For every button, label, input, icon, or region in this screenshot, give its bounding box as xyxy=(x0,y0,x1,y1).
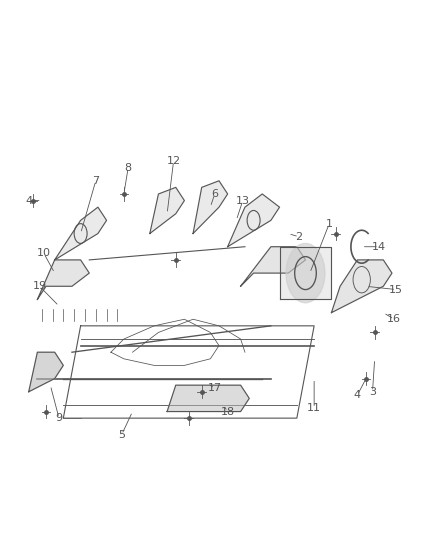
Polygon shape xyxy=(332,260,392,313)
Text: 18: 18 xyxy=(221,407,235,417)
Polygon shape xyxy=(279,247,332,300)
Circle shape xyxy=(286,244,325,303)
Text: 6: 6 xyxy=(211,189,218,199)
Text: 1: 1 xyxy=(326,219,333,229)
Polygon shape xyxy=(240,247,305,286)
Text: 10: 10 xyxy=(37,248,51,259)
Text: 9: 9 xyxy=(56,413,63,423)
Text: 12: 12 xyxy=(166,156,180,166)
Polygon shape xyxy=(29,352,64,392)
Polygon shape xyxy=(228,194,279,247)
Text: 19: 19 xyxy=(32,281,46,291)
Text: 5: 5 xyxy=(118,430,125,440)
Polygon shape xyxy=(55,207,106,260)
Text: 11: 11 xyxy=(307,403,321,413)
Text: 3: 3 xyxy=(369,387,376,397)
Polygon shape xyxy=(193,181,228,233)
Polygon shape xyxy=(167,385,249,411)
Text: 16: 16 xyxy=(387,314,401,324)
Text: 15: 15 xyxy=(389,285,403,295)
Text: 2: 2 xyxy=(296,232,303,242)
Polygon shape xyxy=(150,188,184,233)
Text: 17: 17 xyxy=(208,383,222,393)
Text: 13: 13 xyxy=(236,196,250,206)
Text: 14: 14 xyxy=(372,242,386,252)
Text: 7: 7 xyxy=(92,176,99,186)
Polygon shape xyxy=(37,260,89,300)
Text: 8: 8 xyxy=(125,163,132,173)
Text: 4: 4 xyxy=(354,390,361,400)
Text: 4: 4 xyxy=(25,196,32,206)
